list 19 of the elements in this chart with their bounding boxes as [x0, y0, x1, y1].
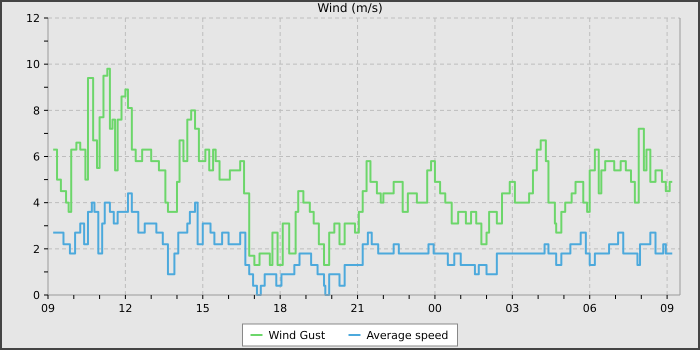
- y-tick-label: 10: [26, 58, 40, 72]
- chart-title: Wind (m/s): [317, 1, 383, 15]
- x-tick-label: 21: [350, 302, 365, 315]
- x-tick-label: 09: [660, 302, 674, 315]
- y-tick-label: 0: [33, 289, 40, 302]
- y-tick-label: 4: [33, 196, 40, 210]
- x-tick-label: 15: [196, 302, 210, 315]
- y-tick-label: 12: [26, 12, 40, 25]
- y-tick-label: 6: [33, 150, 40, 164]
- x-tick-label: 09: [41, 302, 55, 315]
- x-tick-label: 00: [428, 302, 442, 315]
- legend-label: Average speed: [366, 329, 448, 342]
- x-tick-label: 06: [582, 302, 597, 315]
- legend-label: Wind Gust: [268, 329, 326, 342]
- x-tick-label: 18: [273, 302, 288, 315]
- x-tick-label: 03: [505, 302, 520, 315]
- y-tick-label: 8: [33, 104, 40, 118]
- y-tick-label: 2: [33, 242, 40, 256]
- x-tick-label: 12: [118, 302, 132, 315]
